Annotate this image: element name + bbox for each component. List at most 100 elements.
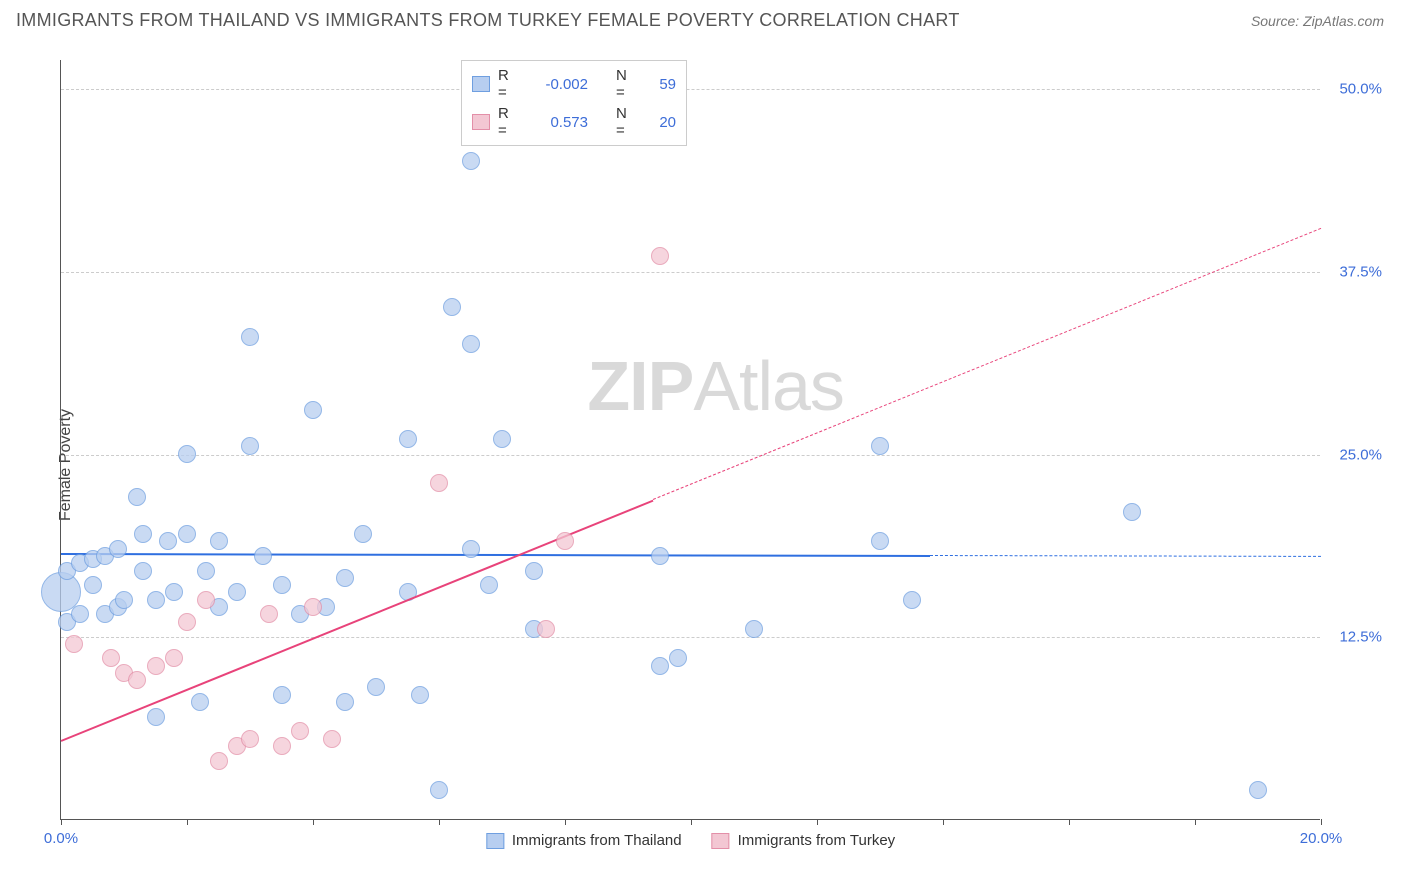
data-point-thailand	[273, 576, 291, 594]
legend-row-turkey: R = 0.573 N = 20	[472, 103, 676, 141]
x-tick	[1195, 819, 1196, 825]
data-point-turkey	[323, 730, 341, 748]
data-point-turkey	[537, 620, 555, 638]
data-point-thailand	[1123, 503, 1141, 521]
n-value: 20	[646, 114, 676, 131]
data-point-thailand	[462, 152, 480, 170]
data-point-thailand	[128, 488, 146, 506]
data-point-thailand	[134, 525, 152, 543]
legend-item-thailand: Immigrants from Thailand	[486, 832, 682, 849]
data-point-thailand	[462, 335, 480, 353]
trendline-thailand-dash	[930, 555, 1321, 557]
legend-swatch	[472, 76, 490, 92]
data-point-thailand	[336, 693, 354, 711]
data-point-thailand	[336, 569, 354, 587]
data-point-thailand	[115, 591, 133, 609]
correlation-legend: R = -0.002 N = 59 R = 0.573 N = 20	[461, 60, 687, 146]
x-tick	[439, 819, 440, 825]
r-value: -0.002	[528, 76, 588, 93]
x-tick-label: 0.0%	[44, 830, 78, 847]
data-point-thailand	[147, 708, 165, 726]
data-point-thailand	[159, 532, 177, 550]
n-label: N =	[616, 67, 638, 101]
gridline-h	[61, 272, 1320, 273]
watermark-bold: ZIP	[587, 347, 693, 425]
source-name: ZipAtlas.com	[1303, 13, 1384, 29]
x-tick	[1069, 819, 1070, 825]
data-point-turkey	[178, 613, 196, 631]
series-legend: Immigrants from Thailand Immigrants from …	[486, 832, 895, 849]
data-point-thailand	[462, 540, 480, 558]
data-point-thailand	[71, 605, 89, 623]
data-point-thailand	[134, 562, 152, 580]
watermark-light: Atlas	[693, 347, 844, 425]
data-point-turkey	[304, 598, 322, 616]
data-point-thailand	[871, 437, 889, 455]
data-point-thailand	[178, 525, 196, 543]
data-point-thailand	[651, 657, 669, 675]
chart-title: IMMIGRANTS FROM THAILAND VS IMMIGRANTS F…	[16, 10, 960, 31]
data-point-thailand	[210, 532, 228, 550]
x-tick	[565, 819, 566, 825]
x-tick	[691, 819, 692, 825]
x-tick	[187, 819, 188, 825]
y-tick-label: 12.5%	[1339, 629, 1382, 646]
data-point-turkey	[128, 671, 146, 689]
legend-label: Immigrants from Thailand	[512, 832, 682, 849]
data-point-thailand	[109, 540, 127, 558]
source-prefix: Source:	[1251, 13, 1303, 29]
data-point-turkey	[430, 474, 448, 492]
data-point-thailand	[430, 781, 448, 799]
data-point-thailand	[367, 678, 385, 696]
data-point-thailand	[480, 576, 498, 594]
gridline-h	[61, 89, 1320, 90]
data-point-thailand	[525, 562, 543, 580]
data-point-thailand	[228, 583, 246, 601]
data-point-turkey	[273, 737, 291, 755]
x-tick	[1321, 819, 1322, 825]
n-value: 59	[646, 76, 676, 93]
r-label: R =	[498, 67, 520, 101]
legend-swatch	[486, 833, 504, 849]
data-point-thailand	[354, 525, 372, 543]
legend-label: Immigrants from Turkey	[738, 832, 896, 849]
plot-region: ZIPAtlas R =-0.002N =59R =0.573N =20 Imm…	[60, 60, 1320, 820]
data-point-turkey	[241, 730, 259, 748]
x-tick-label: 20.0%	[1300, 830, 1343, 847]
data-point-thailand	[273, 686, 291, 704]
data-point-thailand	[241, 437, 259, 455]
n-label: N =	[616, 105, 638, 139]
data-point-thailand	[178, 445, 196, 463]
data-point-thailand	[493, 430, 511, 448]
trendline-turkey-dash	[653, 228, 1321, 500]
data-point-thailand	[411, 686, 429, 704]
data-point-thailand	[147, 591, 165, 609]
y-tick-label: 37.5%	[1339, 263, 1382, 280]
r-label: R =	[498, 105, 520, 139]
data-point-thailand	[191, 693, 209, 711]
r-value: 0.573	[528, 114, 588, 131]
data-point-thailand	[903, 591, 921, 609]
legend-swatch	[472, 114, 490, 130]
data-point-thailand	[165, 583, 183, 601]
x-tick	[817, 819, 818, 825]
data-point-thailand	[871, 532, 889, 550]
data-point-thailand	[443, 298, 461, 316]
data-point-turkey	[260, 605, 278, 623]
data-point-thailand	[1249, 781, 1267, 799]
data-point-turkey	[556, 532, 574, 550]
data-point-turkey	[210, 752, 228, 770]
data-point-turkey	[291, 722, 309, 740]
y-tick-label: 50.0%	[1339, 81, 1382, 98]
watermark: ZIPAtlas	[587, 346, 844, 426]
data-point-thailand	[399, 430, 417, 448]
data-point-turkey	[102, 649, 120, 667]
chart-source: Source: ZipAtlas.com	[1251, 13, 1384, 29]
x-tick	[943, 819, 944, 825]
legend-row-thailand: R = -0.002 N = 59	[472, 65, 676, 103]
x-tick	[313, 819, 314, 825]
data-point-thailand	[84, 576, 102, 594]
chart-area: Female Poverty ZIPAtlas R =-0.002N =59R …	[50, 50, 1390, 880]
data-point-thailand	[254, 547, 272, 565]
legend-swatch	[712, 833, 730, 849]
